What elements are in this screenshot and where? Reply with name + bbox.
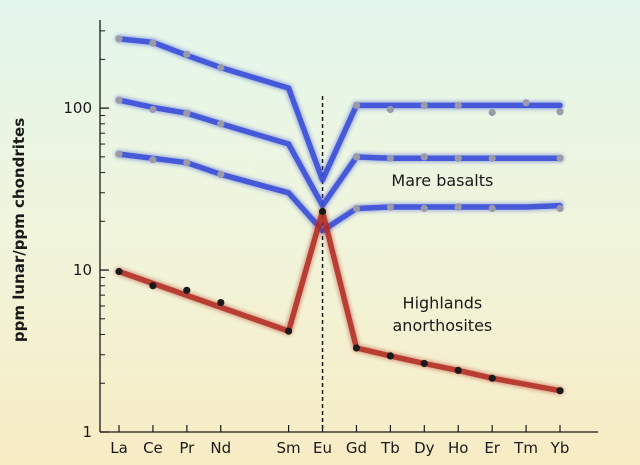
series-3-point-yb [556, 387, 564, 395]
series-2-point-ho [454, 203, 462, 211]
y-tick-label-100: 100 [63, 99, 92, 117]
series-1-point-gd [352, 153, 361, 161]
series-0-point-tb [386, 105, 394, 114]
annotation-2: anorthosites [393, 316, 493, 335]
series-1-point-tb [386, 154, 394, 162]
series-2-point-dy [420, 204, 428, 213]
series-1-point-dy [420, 153, 428, 161]
x-tick-label-tm: Tm [513, 439, 538, 457]
series-0-point-dy [420, 101, 428, 109]
x-tick-label-sm: Sm [277, 439, 301, 457]
series-2-point-nd [217, 170, 225, 178]
x-tick-label-yb: Yb [550, 439, 570, 457]
series-1-point-nd [217, 120, 225, 128]
series-3-point-sm [285, 327, 293, 335]
series-1-point-ce [149, 105, 157, 114]
series-2-point-tb [386, 203, 394, 211]
plot-area: Mare basalts Highlands anorthosites [114, 34, 565, 432]
x-tick-label-tb: Tb [380, 439, 400, 457]
y-tick-label-1: 1 [82, 423, 92, 441]
y-axis-label: ppm lunar/ppm chondrites [10, 118, 28, 342]
series-2-point-la [115, 150, 123, 158]
x-tick-label-ho: Ho [448, 439, 468, 457]
annotation-0: Mare basalts [391, 171, 493, 190]
axes: 1 10 100 La Ce Pr Nd Sm Eu Gd Tb Dy Ho Er Tm Yb ppm luna… [10, 20, 598, 457]
series-2-point-yb [556, 204, 564, 213]
series-0-point-yb [556, 108, 564, 116]
series-2-point-ce [149, 156, 157, 164]
series-0-point-er [488, 108, 496, 117]
series-0-point-pr [183, 50, 191, 58]
x-tick-label-pr: Pr [179, 439, 195, 457]
series-0-point-gd [352, 101, 361, 109]
series-3-point-nd [217, 299, 225, 307]
series-0-point-ce [149, 39, 157, 47]
series-2-point-gd [352, 204, 361, 213]
x-tick-label-la: La [110, 439, 128, 457]
series-1-point-la [115, 96, 123, 104]
series-3-point-pr [183, 286, 191, 294]
series-1-point-yb [556, 154, 564, 162]
series-1-point-ho [454, 154, 462, 162]
series-0-point-nd [217, 64, 225, 72]
annotation-1: Highlands [403, 293, 483, 312]
series-3-point-eu [318, 207, 327, 216]
series-2-point-er [488, 204, 496, 213]
series-3-point-ho [454, 366, 462, 374]
x-tick-label-dy: Dy [414, 439, 435, 457]
series-3-point-gd [352, 344, 361, 352]
series-0-point-la [115, 35, 123, 43]
x-tick-label-ce: Ce [143, 439, 163, 457]
series-3-point-ce [149, 282, 157, 290]
y-tick-label-10: 10 [73, 261, 92, 279]
series-0-point-tm [522, 99, 530, 107]
series-3-point-tb [386, 352, 394, 360]
series-2-point-pr [183, 159, 191, 167]
x-tick-label-nd: Nd [210, 439, 231, 457]
series-3-point-la [115, 267, 123, 276]
x-tick-label-eu: Eu [313, 439, 332, 457]
series-1-point-er [488, 154, 496, 162]
series-3-point-er [488, 374, 496, 382]
series-1-point-pr [183, 109, 191, 117]
x-tick-label-er: Er [484, 439, 500, 457]
series-3-point-dy [420, 359, 428, 368]
series-0-point-ho [454, 101, 462, 109]
x-tick-label-gd: Gd [346, 439, 367, 457]
